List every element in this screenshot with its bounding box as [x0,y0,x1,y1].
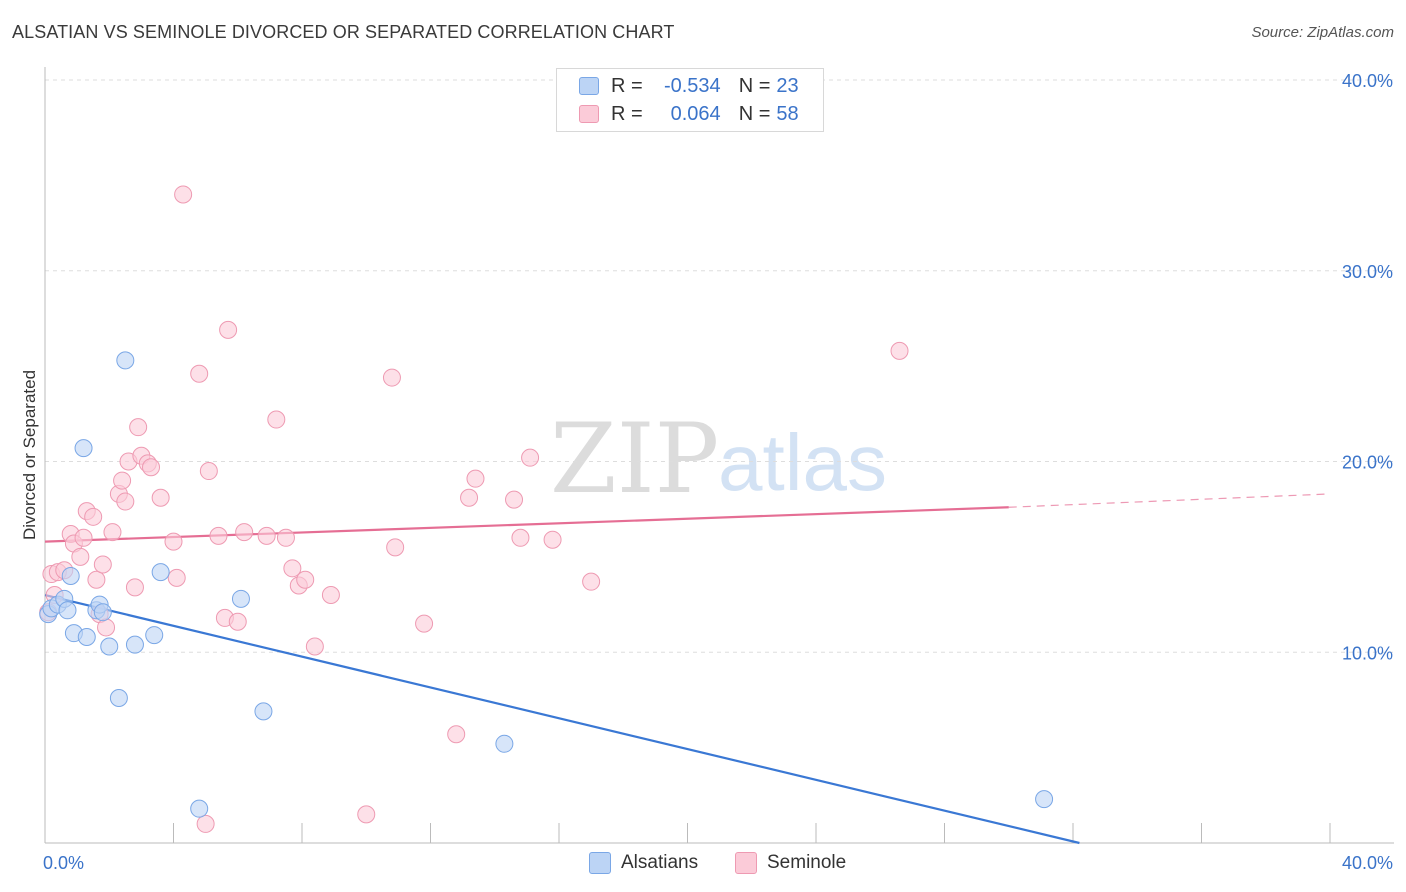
chart-title: ALSATIAN VS SEMINOLE DIVORCED OR SEPARAT… [12,22,675,42]
seminole-point [511,528,530,547]
x-tick-label: 40.0% [1342,853,1393,873]
correlation-legend: R = -0.534 N = 23 R = 0.064 N = 58 [556,68,824,132]
seminole-point [382,368,401,387]
seminole-point [199,462,218,481]
alsatians-point [1035,790,1054,809]
alsatians-point [116,351,135,370]
seminole-point [151,488,170,507]
alsatians-point [58,601,77,620]
seminole-point [235,523,254,542]
seminole-point [415,614,434,633]
n-label: N = [738,102,771,125]
alsatians-swatch-icon [589,852,611,874]
n-value: 58 [776,102,799,125]
r-value: -0.534 [663,74,721,97]
seminole-point [543,530,562,549]
alsatians-point [109,689,128,708]
seminole-point [93,555,112,574]
seminole-label: Seminole [767,852,847,873]
seminole-point [505,490,524,509]
alsatians-point [125,635,144,654]
seminole-swatch-icon [735,852,757,874]
seminole-point [113,471,132,490]
source-credit: Source: ZipAtlas.com [1251,24,1394,41]
alsatians-point [93,603,112,622]
alsatians-swatch-icon [579,77,599,95]
n-value: 23 [776,74,799,97]
r-value: 0.064 [670,102,721,125]
n-label: N = [738,74,771,97]
seminole-point [582,572,601,591]
seminole-point [164,532,183,551]
seminole-point [447,725,466,744]
seminole-point [466,469,485,488]
seminole-trend-extension [1008,493,1331,508]
legend-item-seminole[interactable]: Seminole [735,852,846,874]
alsatians-point [254,702,273,721]
seminole-point [276,528,295,547]
legend-item-alsatians[interactable]: Alsatians [589,852,698,874]
seminole-point [228,612,247,631]
seminole-point [103,523,122,542]
alsatians-point [151,563,170,582]
alsatians-point [100,637,119,656]
alsatians-point [74,439,93,458]
seminole-point [142,458,161,477]
seminole-point [190,364,209,383]
seminole-point [71,547,90,566]
seminole-point [116,492,135,511]
seminole-point [283,559,302,578]
seminole-point [890,341,909,360]
y-tick-label: 20.0% [1342,453,1393,473]
y-tick-label: 30.0% [1342,262,1393,282]
seminole-point [87,570,106,589]
seminole-point [357,805,376,824]
seminole-point [74,528,93,547]
alsatians-point [61,566,80,585]
alsatians-trend-line [44,593,1080,845]
legend-row-seminole: R = 0.064 N = 58 [557,100,799,128]
seminole-point [97,618,116,637]
seminole-point [521,448,540,467]
seminole-point [296,570,315,589]
seminole-point [209,526,228,545]
alsatians-point [495,734,514,753]
r-label: R = [611,102,643,125]
seminole-point [219,320,238,339]
legend-row-alsatians: R = -0.534 N = 23 [557,72,799,100]
y-tick-label: 40.0% [1342,71,1393,91]
seminole-point [129,418,148,437]
seminole-point [386,538,405,557]
alsatians-point [77,627,96,646]
alsatians-point [145,626,164,645]
seminole-point [267,410,286,429]
seminole-swatch-icon [579,105,599,123]
alsatians-point [190,799,209,818]
seminole-point [305,637,324,656]
seminole-point [167,568,186,587]
watermark-atlas: atlas [718,418,887,507]
alsatians-label: Alsatians [621,852,699,873]
r-label: R = [611,74,643,97]
seminole-point [460,488,479,507]
seminole-point [174,185,193,204]
seminole-point [84,507,103,526]
seminole-point [196,814,215,833]
seminole-point [321,586,340,605]
x-tick-label: 0.0% [43,853,84,873]
seminole-point [125,578,144,597]
watermark-zip: ZIP [550,403,719,515]
seminole-point [257,526,276,545]
alsatians-point [231,589,250,608]
watermark: ZIP atlas [550,403,887,515]
seminole-trend-line [44,506,1009,543]
y-tick-label: 10.0% [1342,643,1393,663]
